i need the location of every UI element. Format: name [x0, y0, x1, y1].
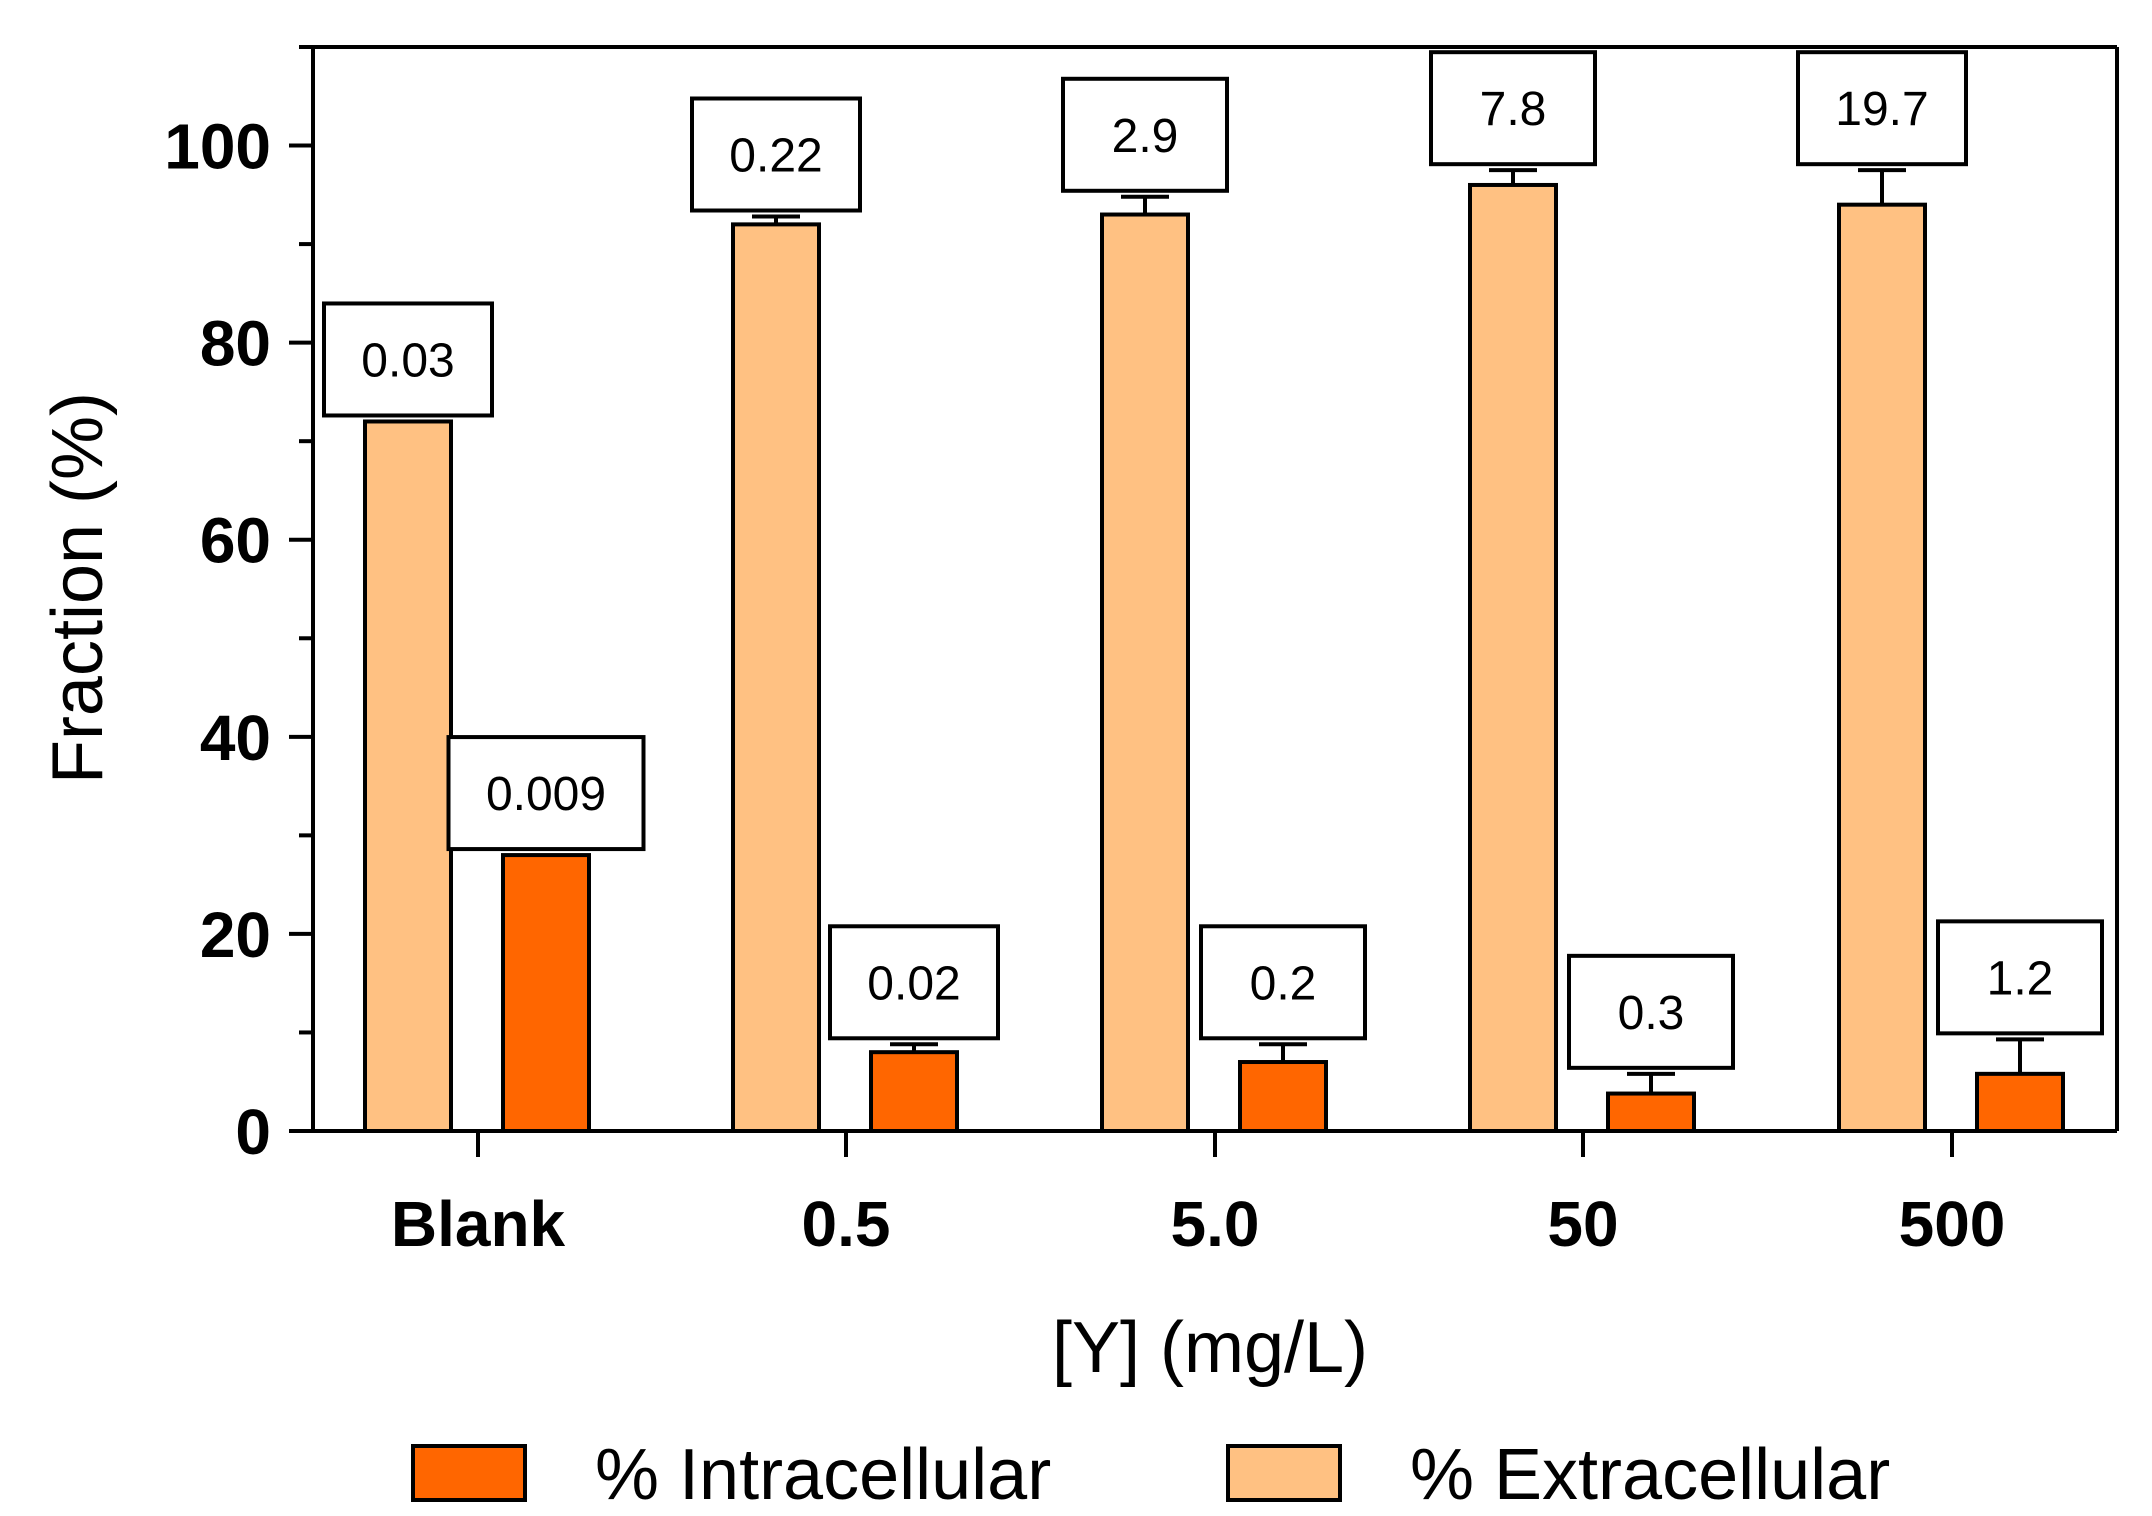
error-bar-extracellular-0-5	[752, 214, 800, 225]
bar-intracellular-0-5	[869, 1050, 959, 1134]
x-axis-title: [Y] (mg/L)	[1052, 1308, 1368, 1388]
data-label-text: 0.22	[729, 129, 822, 182]
y-tick-label-60: 60	[200, 505, 271, 577]
data-label-intracellular-50: 0.3	[1567, 953, 1735, 1070]
plot-area	[363, 168, 2065, 1134]
bar-extracellular-5-0	[1100, 212, 1190, 1133]
x-tick-label-500: 500	[1899, 1188, 2006, 1260]
bar-intracellular-50	[1606, 1091, 1696, 1134]
error-bar-extracellular-500	[1858, 168, 1906, 205]
data-label-box	[828, 924, 1000, 1041]
x-tick-label-50: 50	[1547, 1188, 1618, 1260]
data-label-extracellular-5-0: 2.9	[1061, 76, 1229, 193]
y-tick-label-80: 80	[200, 308, 271, 380]
data-label-text: 0.02	[867, 957, 960, 1010]
error-bar-extracellular-50	[1489, 168, 1537, 185]
y-tick-label-40: 40	[200, 702, 271, 774]
bar-extracellular-50	[1468, 182, 1558, 1134]
bar-extracellular-0-5	[731, 222, 821, 1133]
x-tick-label-0-5: 0.5	[802, 1188, 891, 1260]
y-tick-label-100: 100	[164, 111, 271, 183]
error-bar-intracellular-50	[1627, 1071, 1675, 1094]
legend-swatch-intracellular	[411, 1444, 527, 1502]
data-label-intracellular-0-5: 0.02	[828, 924, 1000, 1041]
legend-swatch-extracellular	[1226, 1444, 1342, 1502]
error-bar-intracellular-5-0	[1259, 1042, 1307, 1063]
data-label-text: 7.8	[1480, 83, 1547, 136]
data-label-box	[690, 96, 862, 213]
data-label-box	[1936, 919, 2104, 1036]
error-bar-extracellular-5-0	[1121, 194, 1169, 215]
data-label-box	[1796, 50, 1968, 167]
y-tick-label-0: 0	[235, 1096, 271, 1168]
legend-label-extracellular: % Extracellular	[1410, 1435, 1890, 1515]
bar-intracellular-500	[1975, 1071, 2065, 1133]
x-tick-label-5-0: 5.0	[1171, 1188, 1260, 1260]
error-bar-intracellular-500	[1996, 1037, 2044, 1074]
data-labels: 0.03 0.22 2.9 7.8 19.7 0.009 0.02 0.2 0.3 1.2	[322, 50, 2104, 1070]
bar-intracellular-5-0	[1238, 1060, 1328, 1134]
bar-extracellular-500	[1837, 202, 1927, 1133]
y-axis-title: Fraction (%)	[38, 392, 118, 784]
x-tick-label-blank: Blank	[391, 1188, 566, 1260]
data-label-box	[1429, 50, 1597, 167]
legend-label-intracellular: % Intracellular	[595, 1435, 1051, 1515]
bar-intracellular-blank	[501, 853, 591, 1134]
data-label-intracellular-500: 1.2	[1936, 919, 2104, 1036]
data-label-text: 2.9	[1112, 110, 1179, 163]
data-label-text: 19.7	[1835, 83, 1928, 136]
y-tick-label-20: 20	[200, 899, 271, 971]
data-label-extracellular-0-5: 0.22	[690, 96, 862, 213]
data-label-box	[446, 735, 646, 852]
data-label-text: 0.2	[1250, 957, 1317, 1010]
data-label-extracellular-500: 19.7	[1796, 50, 1968, 167]
axes: 0 20 40 60 80 100 Blank 0.5 5.0 50 500	[164, 45, 2119, 1260]
data-label-text: 1.2	[1987, 952, 2054, 1005]
bar-extracellular-blank	[363, 419, 453, 1133]
data-label-box	[322, 301, 494, 418]
data-label-text: 0.009	[486, 768, 606, 821]
data-label-text: 0.3	[1618, 987, 1685, 1040]
data-label-text: 0.03	[361, 334, 454, 387]
data-label-box	[1061, 76, 1229, 193]
legend: % Intracellular % Extracellular	[411, 1435, 1890, 1515]
data-label-box	[1567, 953, 1735, 1070]
data-label-extracellular-blank: 0.03	[322, 301, 494, 418]
data-label-intracellular-5-0: 0.2	[1199, 924, 1367, 1041]
data-label-extracellular-50: 7.8	[1429, 50, 1597, 167]
data-label-intracellular-blank: 0.009	[446, 735, 646, 852]
error-bar-intracellular-0-5	[890, 1042, 938, 1053]
data-label-box	[1199, 924, 1367, 1041]
